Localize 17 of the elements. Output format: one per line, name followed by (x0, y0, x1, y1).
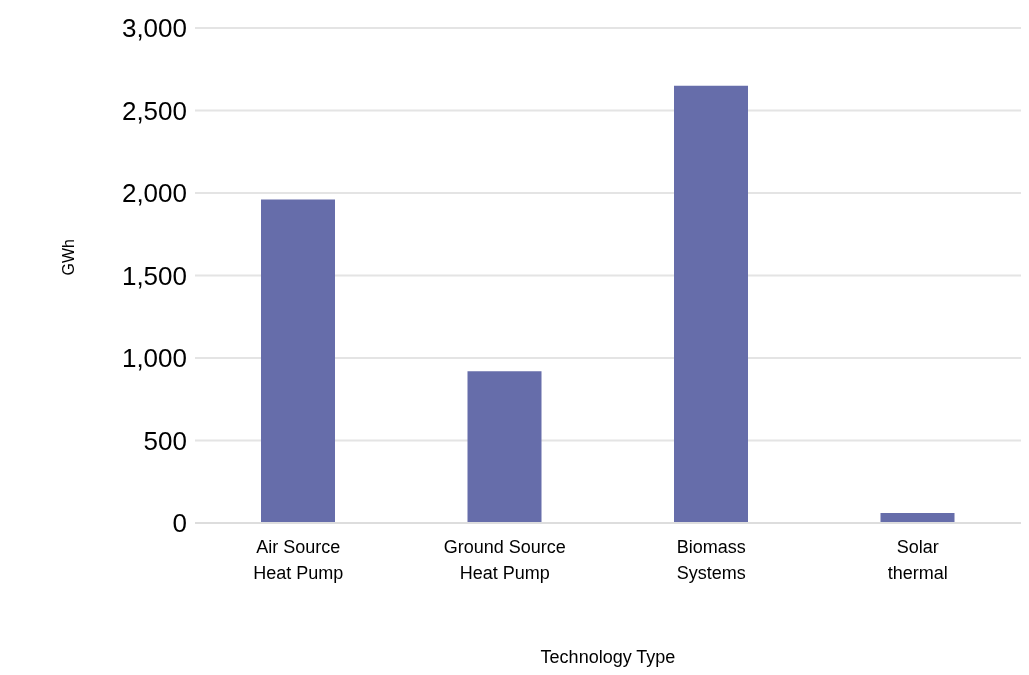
bar (674, 85, 748, 523)
y-tick-label: 1,000 (121, 343, 187, 374)
y-tick-label: 500 (143, 425, 187, 456)
x-tick-label: Ground Source Heat Pump (443, 537, 566, 583)
x-tick-label: Solar thermal (887, 537, 948, 583)
y-tick-label: 3,000 (121, 13, 187, 44)
bar (467, 371, 542, 523)
y-tick-label: 0 (172, 508, 187, 539)
bar (880, 513, 955, 523)
y-axis-title: GWh (59, 239, 77, 276)
bar (261, 199, 335, 523)
x-tick-label: Air Source Heat Pump (253, 537, 344, 583)
x-tick-label: Biomass Systems (676, 537, 746, 583)
y-tick-label: 2,000 (121, 178, 187, 209)
x-axis-title: Technology Type (540, 647, 676, 667)
y-tick-label: 1,500 (121, 260, 187, 291)
y-tick-label: 2,500 (121, 95, 187, 126)
